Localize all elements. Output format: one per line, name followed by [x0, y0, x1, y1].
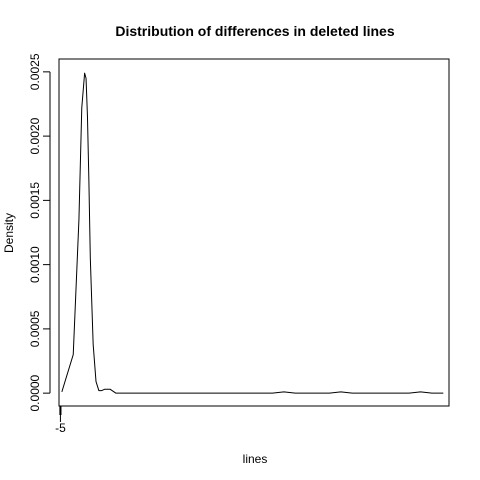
series-group: [61, 72, 444, 394]
rug-marks: [59, 406, 62, 415]
y-tick-label: 0.0015: [28, 182, 42, 219]
y-tick-label: 0.0025: [28, 53, 42, 90]
y-axis: 0.0000 0.0005 0.0010 0.0015 0.0020 0.0025: [28, 53, 51, 411]
x-axis-label: lines: [243, 452, 268, 466]
y-axis-label: Density: [2, 213, 16, 253]
plot-frame: [58, 58, 450, 407]
y-tick-label: 0.0020: [28, 117, 42, 154]
density-line: [61, 72, 444, 394]
y-tick-label: 0.0010: [28, 246, 42, 283]
x-tick-label: -5: [55, 421, 66, 435]
y-tick-label: 0.0000: [28, 374, 42, 411]
chart-title: Distribution of differences in deleted l…: [115, 23, 394, 39]
y-tick-label: 0.0005: [28, 310, 42, 347]
